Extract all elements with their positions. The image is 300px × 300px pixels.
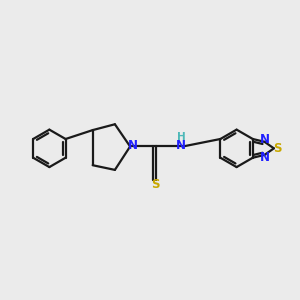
Text: H: H (176, 132, 185, 142)
Text: N: N (260, 133, 270, 146)
Text: S: S (273, 142, 282, 155)
Text: N: N (260, 151, 270, 164)
Text: N: N (128, 139, 137, 152)
Text: N: N (176, 139, 186, 152)
Text: S: S (152, 178, 160, 191)
